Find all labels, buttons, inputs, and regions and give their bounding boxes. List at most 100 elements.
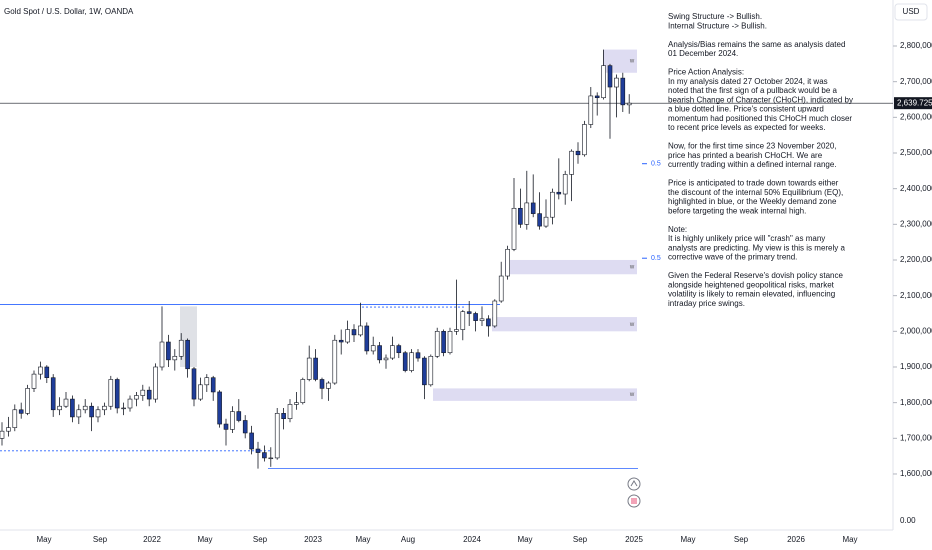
demand-zone: [505, 259, 637, 275]
candle-body: [70, 398, 75, 418]
demand-zone: [492, 317, 637, 332]
alert-icon[interactable]: [627, 477, 641, 491]
candle-body: [319, 379, 325, 389]
candle-body: [415, 352, 421, 359]
candle-body: [57, 405, 62, 411]
currency-button[interactable]: [894, 3, 928, 21]
candle-body: [82, 405, 88, 411]
candle-body: [409, 352, 414, 371]
candle-body: [230, 411, 235, 430]
note-line: alongside heightened geopolitical risks,…: [668, 280, 835, 289]
candle-body: [383, 357, 389, 361]
note-line: It is highly unlikely price will "crash"…: [668, 234, 825, 243]
note-line: In my analysis dated 27 October 2024, it…: [668, 77, 828, 86]
candle-body: [351, 329, 357, 336]
candle-body: [63, 398, 69, 407]
candle-body: [294, 402, 299, 405]
candle-body: [338, 339, 344, 343]
candle-body: [108, 379, 114, 407]
note-line: intraday price swings.: [668, 299, 745, 308]
chart-title: Gold Spot / U.S. Dollar, 1W, OANDA: [4, 7, 134, 16]
candle-body: [550, 191, 555, 218]
fib-label: 0.5: [651, 255, 661, 262]
candle-body: [588, 95, 594, 125]
candle-body: [313, 357, 318, 380]
x-tick-label: Sep: [253, 535, 268, 544]
y-tick-label: 2,100,000: [900, 291, 932, 300]
candle-body: [223, 423, 229, 430]
zone-label: w: [629, 392, 635, 398]
candle-body: [422, 357, 427, 386]
candle-body: [76, 409, 82, 418]
candle-body: [185, 339, 190, 370]
candle-body: [25, 388, 30, 414]
candle-body: [479, 318, 485, 321]
candle-body: [594, 95, 600, 99]
candle-body: [127, 398, 133, 409]
candle-body: [511, 207, 517, 250]
note-line: price has printed a bearish CHoCH. We ar…: [668, 151, 823, 160]
x-tick-label: May: [355, 535, 370, 544]
x-tick-label: 2026: [787, 535, 805, 544]
candle-body: [306, 357, 312, 380]
zone-label: w: [629, 265, 635, 271]
candle-body: [556, 191, 562, 195]
candle-body: [428, 355, 434, 386]
candle-body: [402, 352, 408, 371]
highlight-box: [180, 306, 197, 367]
y-tick-label: 1,700,000: [900, 433, 932, 442]
x-tick-label: Sep: [93, 535, 108, 544]
candle-body: [31, 373, 37, 389]
candle-body: [287, 404, 293, 419]
x-tick-label: 2022: [143, 535, 161, 544]
candle-body: [166, 341, 171, 361]
candle-body: [255, 448, 261, 453]
demand-zone: [433, 388, 637, 401]
x-tick-label: May: [842, 535, 857, 544]
candle-body: [326, 382, 331, 389]
x-tick-label: May: [517, 535, 532, 544]
plot: w w w w 0.5 0.5: [0, 49, 893, 470]
x-tick-label: Sep: [573, 535, 588, 544]
candle-body: [447, 331, 453, 354]
currency-label[interactable]: USD: [903, 7, 920, 16]
note-line: Price is anticipated to trade down towar…: [668, 179, 839, 188]
candle-body: [178, 339, 184, 357]
candle-body: [274, 413, 280, 459]
y-tick-label: 2,000,000: [900, 326, 932, 335]
last-price-tag: [894, 97, 932, 110]
candle-body: [530, 202, 536, 214]
candle-body: [498, 275, 504, 302]
candle-body: [434, 331, 440, 357]
last-price-label: 2,639.725: [897, 98, 932, 107]
candle-body: [543, 216, 549, 227]
candle-body: [620, 77, 626, 106]
note-line: a blue dotted line. Price's consistent u…: [668, 105, 824, 114]
note-line: highlighted in blue, or the Weekly deman…: [668, 197, 837, 206]
candle-body: [204, 377, 210, 386]
candle-body: [198, 384, 203, 400]
candle-body: [0, 430, 5, 439]
note-line: bearish Change of Character (CHoCH), ind…: [668, 95, 853, 104]
candle-body: [300, 379, 306, 403]
candle-body: [191, 368, 197, 400]
candle-body: [50, 377, 56, 411]
note-line: currently trading within a defined inter…: [668, 160, 837, 169]
x-tick-label: Aug: [401, 535, 415, 544]
candle-body: [505, 248, 510, 277]
zone-label: w: [629, 59, 635, 65]
alert-icon-glyph: [630, 480, 638, 487]
x-tick-label: 2024: [463, 535, 481, 544]
candle-body: [102, 405, 107, 411]
note-line: volatility is likely to remain elevated,…: [668, 290, 835, 299]
flag-icon-glyph: [631, 498, 637, 504]
candle-body: [441, 331, 446, 354]
note-line: analysts are predicting. My view is this…: [668, 243, 846, 252]
candle-body: [146, 389, 152, 400]
note-line: Price Action Analysis:: [668, 68, 744, 77]
candle-body: [242, 420, 248, 434]
candle-body: [537, 213, 542, 227]
candle-body: [614, 77, 619, 88]
